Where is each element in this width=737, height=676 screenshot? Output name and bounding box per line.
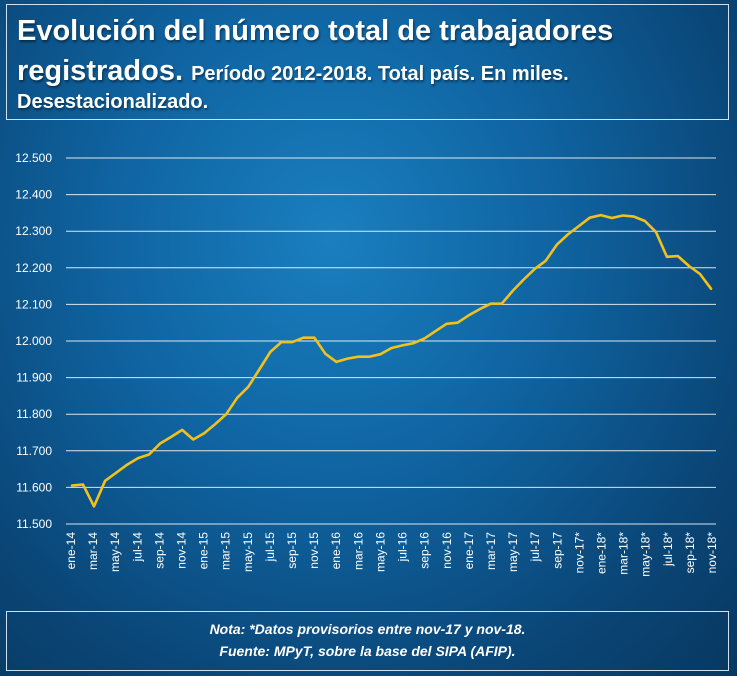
x-tick-label: sep-17 (550, 532, 564, 569)
x-tick-label: jul-18* (661, 532, 675, 567)
x-tick-label: may-17 (506, 532, 520, 572)
x-tick-label: jul-14 (130, 532, 144, 563)
x-tick-label: mar-18* (617, 532, 631, 575)
x-tick-label: jul-15 (263, 532, 277, 563)
x-tick-label: sep-15 (285, 532, 299, 569)
x-tick-label: sep-18* (683, 532, 697, 574)
data-series-line (70, 213, 713, 508)
x-tick-label: may-14 (108, 532, 122, 572)
x-tick-label: nov-16 (440, 532, 454, 569)
chart-subtitle-2: Desestacionalizado. (17, 91, 209, 113)
y-tick-label: 11.500 (16, 517, 52, 531)
y-tick-label: 12.300 (15, 224, 52, 238)
x-tick-label: nov-18* (705, 532, 719, 574)
x-tick-label: mar-15 (219, 532, 233, 570)
x-tick-label: mar-16 (351, 532, 365, 570)
y-tick-label: 11.800 (16, 407, 52, 421)
y-tick-label: 12.500 (15, 151, 52, 165)
note-box: Nota: *Datos provisorios entre nov-17 y … (6, 611, 729, 671)
x-tick-label: ene-18* (594, 532, 608, 574)
x-tick-label: ene-14 (64, 532, 78, 570)
chart-subtitle: Período 2012-2018. Total país. En miles. (191, 63, 569, 85)
y-tick-label: 12.400 (15, 188, 52, 202)
y-tick-label: 11.600 (16, 480, 52, 494)
x-tick-label: nov-14 (175, 532, 189, 569)
title-box: Evolución del número total de trabajador… (6, 4, 729, 120)
x-tick-label: may-18* (639, 532, 653, 577)
note-text: Nota: *Datos provisorios entre nov-17 y … (209, 621, 526, 637)
chart-title-main: Evolución del número total de trabajador… (17, 15, 614, 87)
y-tick-label: 12.100 (15, 297, 52, 311)
x-tick-label: may-16 (373, 532, 387, 572)
x-tick-label: nov-15 (307, 532, 321, 569)
x-tick-label: nov-17* (572, 532, 586, 574)
y-tick-label: 11.700 (16, 444, 52, 458)
x-tick-label: sep-16 (418, 532, 432, 569)
x-tick-label: ene-16 (329, 532, 343, 570)
x-tick-label: jul-16 (396, 532, 410, 563)
x-tick-label: mar-17 (484, 532, 498, 570)
x-tick-label: may-15 (241, 532, 255, 572)
x-tick-label: jul-17 (528, 532, 542, 563)
x-tick-label: sep-14 (152, 532, 166, 569)
source-text: Fuente: MPyT, sobre la base del SIPA (AF… (219, 643, 516, 659)
x-tick-label: ene-17 (462, 532, 476, 570)
chart-title: Evolución del número total de trabajador… (17, 11, 720, 94)
y-tick-label: 12.200 (15, 261, 52, 275)
y-tick-label: 12.000 (15, 334, 52, 348)
x-tick-label: ene-15 (197, 532, 211, 570)
line-chart: 11.500 11.600 11.700 11.800 11.900 12.000 12.1… (15, 151, 719, 577)
x-tick-label: mar-14 (86, 532, 100, 570)
y-tick-label: 11.900 (16, 371, 52, 385)
